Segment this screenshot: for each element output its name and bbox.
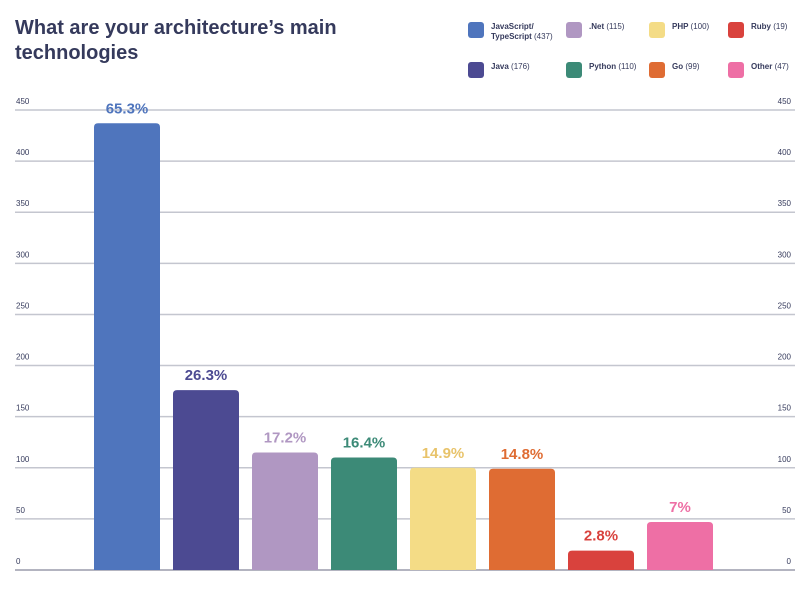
y-tick-label-right: 150 — [778, 404, 792, 413]
bar — [410, 467, 476, 570]
y-tick-label-left: 100 — [16, 455, 30, 464]
bar-value-label: 2.8% — [584, 528, 618, 545]
bar-value-label: 26.3% — [185, 367, 228, 384]
legend-count: (47) — [774, 62, 789, 71]
legend-label: Go (99) — [672, 62, 700, 71]
bar — [94, 123, 160, 571]
bar-value-label: 17.2% — [264, 429, 307, 446]
y-tick-label-left: 150 — [16, 404, 30, 413]
legend-swatch — [649, 22, 665, 38]
legend-swatch — [566, 22, 582, 38]
bar-value-label: 16.4% — [343, 435, 386, 452]
bar — [252, 452, 318, 570]
legend-count: (100) — [690, 22, 710, 31]
legend-count: (99) — [685, 62, 700, 71]
y-tick-label-left: 50 — [16, 506, 25, 515]
chart-title: What are your architecture’s main techno… — [15, 17, 337, 64]
y-tick-label-left: 350 — [16, 199, 30, 208]
y-tick-label-left: 400 — [16, 148, 30, 157]
legend-label: PHP (100) — [672, 22, 710, 31]
legend-item: PHP (100) — [649, 22, 709, 38]
legend-label: .Net (115) — [589, 22, 625, 31]
legend-item: Ruby (19) — [728, 22, 787, 38]
legend-item: Java (176) — [468, 62, 530, 78]
legend-swatch — [468, 62, 484, 78]
legend-swatch — [728, 22, 744, 38]
y-tick-label-right: 200 — [778, 353, 792, 362]
legend-item: Python (110) — [566, 62, 636, 78]
legend-swatch — [468, 22, 484, 38]
y-tick-label-left: 300 — [16, 250, 30, 259]
bar-value-label: 14.8% — [501, 446, 544, 463]
y-tick-label-right: 0 — [787, 557, 792, 566]
y-tick-label-right: 450 — [778, 97, 792, 106]
legend-label: Ruby (19) — [751, 22, 788, 31]
bar — [568, 550, 634, 570]
y-tick-label-right: 300 — [778, 250, 792, 259]
legend-label: Python (110) — [589, 62, 637, 71]
legend-count: (110) — [618, 62, 637, 71]
y-tick-label-right: 250 — [778, 301, 792, 310]
bar-value-label: 14.9% — [422, 445, 465, 462]
legend-label: JavaScript/ TypeScript (437) — [491, 22, 553, 41]
legend-item: Other (47) — [728, 62, 789, 78]
y-tick-label-right: 50 — [782, 506, 791, 515]
y-tick-label-left: 200 — [16, 353, 30, 362]
legend-count: (115) — [606, 22, 625, 31]
y-tick-label-right: 400 — [778, 148, 792, 157]
legend-swatch — [728, 62, 744, 78]
bar-value-label: 7% — [669, 499, 691, 516]
legend-item: .Net (115) — [566, 22, 624, 38]
bar-value-label: 65.3% — [106, 100, 149, 117]
legend-item: JavaScript/ TypeScript (437) — [468, 22, 553, 42]
y-tick-label-left: 0 — [16, 557, 21, 566]
legend-count: (19) — [773, 22, 788, 31]
legend-label: Java (176) — [491, 62, 530, 71]
bar — [331, 457, 397, 570]
bar — [647, 521, 713, 570]
legend-label: Other (47) — [751, 62, 789, 71]
legend-item: Go (99) — [649, 62, 700, 78]
bar — [489, 468, 555, 570]
y-tick-label-left: 250 — [16, 301, 30, 310]
legend-swatch — [566, 62, 582, 78]
legend-count: (176) — [511, 62, 530, 71]
legend-swatch — [649, 62, 665, 78]
y-tick-label-left: 450 — [16, 97, 30, 106]
y-tick-label-right: 350 — [778, 199, 792, 208]
bar — [173, 390, 239, 570]
legend-count: (437) — [533, 32, 553, 41]
y-tick-label-right: 100 — [778, 455, 792, 464]
